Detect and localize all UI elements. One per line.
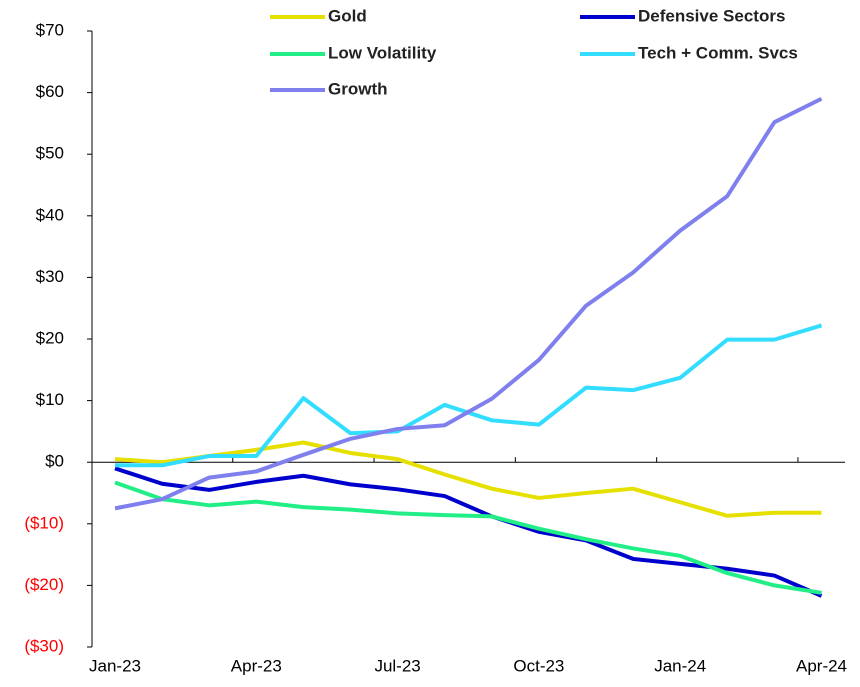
x-tick-label: Apr-23 [231, 656, 282, 675]
legend-label: Low Volatility [328, 43, 437, 62]
line [114, 466, 823, 598]
line [114, 440, 822, 518]
legend-label: Tech + Comm. Svcs [638, 43, 798, 62]
y-tick-label: $40 [36, 205, 64, 224]
y-tick-label: ($30) [24, 636, 64, 655]
y-tick-label: $70 [36, 20, 64, 39]
y-tick-label: $20 [36, 328, 64, 347]
legend-label: Defensive Sectors [638, 6, 785, 25]
x-tick-label: Oct-23 [513, 656, 564, 675]
y-tick-label: $10 [36, 390, 64, 409]
x-tick-label: Apr-24 [796, 656, 847, 675]
legend-label: Growth [328, 79, 388, 98]
legend-label: Gold [328, 6, 367, 25]
y-tick-label: $50 [36, 144, 64, 163]
x-tick-label: Jan-23 [89, 656, 141, 675]
y-tick-label: ($10) [24, 513, 64, 532]
y-tick-label: $60 [36, 82, 64, 101]
x-tick-label: Jan-24 [654, 656, 706, 675]
line [115, 323, 823, 468]
y-tick-label: $0 [45, 452, 64, 471]
y-tick-label: ($20) [24, 575, 64, 594]
y-tick-label: $30 [36, 267, 64, 286]
x-tick-label: Jul-23 [374, 656, 420, 675]
line [114, 480, 822, 595]
line [114, 96, 823, 511]
